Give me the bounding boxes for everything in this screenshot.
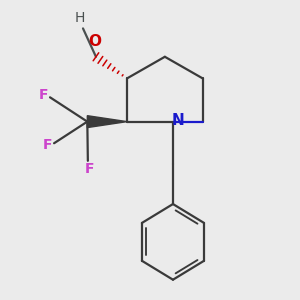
Text: F: F [38, 88, 48, 102]
Text: O: O [88, 34, 101, 50]
Text: F: F [85, 162, 94, 176]
Text: N: N [172, 113, 184, 128]
Text: F: F [43, 138, 52, 152]
Polygon shape [87, 116, 127, 127]
Text: H: H [75, 11, 86, 25]
